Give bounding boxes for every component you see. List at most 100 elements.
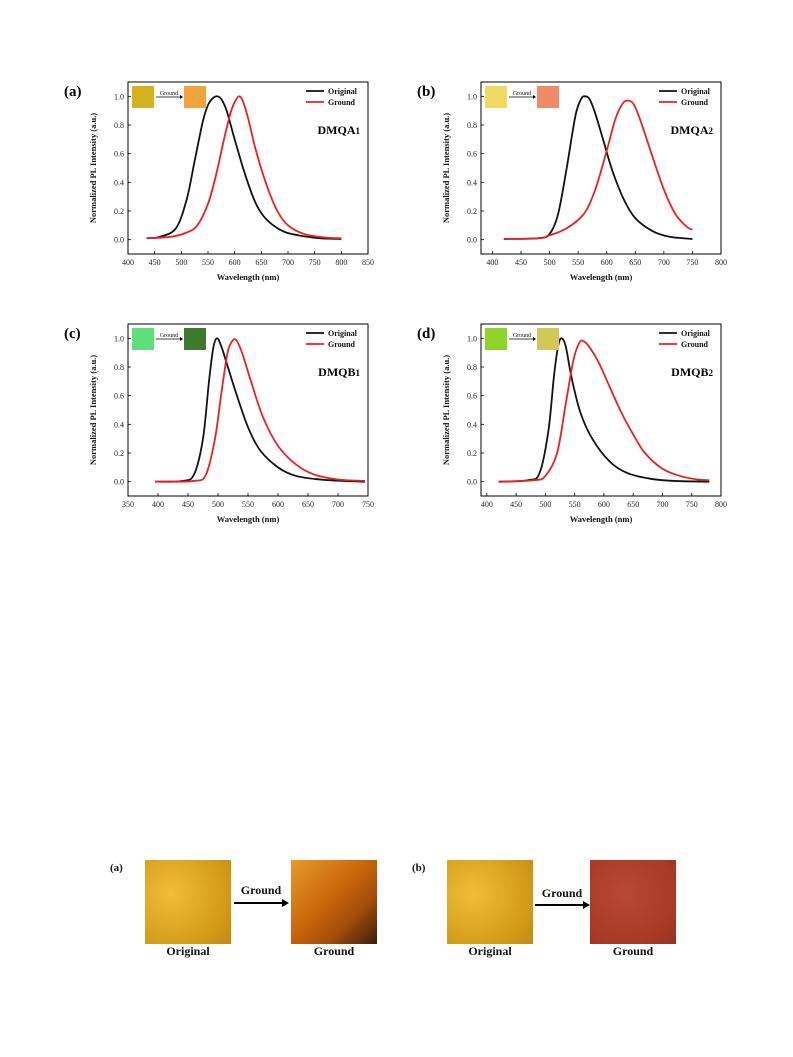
x-tick-label: 650	[255, 258, 267, 267]
panel-letter: (a)	[64, 84, 82, 100]
legend-label-original: Original	[681, 87, 711, 96]
inset-arrow-head	[533, 337, 536, 341]
x-axis-title: Wavelength (nm)	[570, 272, 633, 282]
series-line-ground	[154, 338, 366, 483]
y-tick-label: 0.6	[114, 392, 124, 401]
inset-original-swatch	[485, 328, 507, 350]
inset-label: Ground	[160, 91, 178, 97]
photo-caption-original-b: Original	[468, 944, 512, 958]
x-axis-title: Wavelength (nm)	[570, 514, 633, 524]
x-tick-label: 700	[658, 258, 670, 267]
y-tick-label: 0.6	[467, 392, 477, 401]
compound-sub: 1	[356, 126, 361, 136]
chart-panel-c: (c) 350 400 450 500 550 600 650 700 750 0.0 0.2 0.4 0…	[60, 312, 380, 542]
y-tick-label: 0.8	[114, 121, 124, 130]
y-tick-label: 0.2	[114, 449, 124, 458]
x-tick-label: 750	[686, 258, 698, 267]
y-axis-title: Normalized PL Intensity (a.u.)	[441, 355, 451, 465]
x-tick-label: 400	[481, 500, 493, 509]
chart-svg: (d) 400 450 500 550 600 650 700 750 800 0.0 0.2 0.4 0…	[417, 323, 727, 524]
x-tick-label: 600	[601, 258, 613, 267]
x-tick-label: 850	[362, 258, 374, 267]
series-line-ground	[503, 99, 693, 240]
legend-label-ground: Ground	[328, 340, 356, 349]
photo-caption-ground-b: Ground	[612, 944, 654, 958]
chart-svg: (b) 400 450 500 550 600 650 700 750 800 0.0 0.2 0.4 0…	[417, 81, 727, 282]
inset-arrow-head	[180, 337, 183, 341]
photo-caption-original-a: Original	[166, 944, 210, 958]
x-tick-label: 700	[656, 500, 668, 509]
photo-original-b	[447, 860, 533, 944]
x-tick-label: 400	[152, 500, 164, 509]
panel-letter: (c)	[64, 326, 81, 342]
series-line-original	[146, 95, 342, 240]
inset-label: Ground	[513, 333, 531, 339]
plot-frame	[480, 81, 722, 255]
x-tick-label: 550	[569, 500, 581, 509]
x-tick-label: 600	[598, 500, 610, 509]
series-line-original	[154, 337, 366, 483]
legend-label-original: Original	[328, 329, 358, 338]
series-line-ground	[146, 95, 342, 240]
series-line-original	[503, 95, 693, 240]
y-axis-title: Normalized PL Intensity (a.u.)	[441, 113, 451, 223]
compound-label: DMQA2	[671, 123, 714, 137]
x-tick-label: 600	[229, 258, 241, 267]
x-tick-label: 600	[272, 500, 284, 509]
x-tick-label: 500	[212, 500, 224, 509]
chart-panel-d: (d) 400 450 500 550 600 650 700 750 800 0.0 0.2 0.4 0…	[413, 312, 733, 542]
legend-label-ground: Ground	[681, 340, 709, 349]
y-tick-label: 0.0	[467, 478, 477, 487]
x-tick-label: 750	[309, 258, 321, 267]
x-tick-label: 650	[627, 500, 639, 509]
x-tick-label: 350	[122, 500, 134, 509]
x-tick-label: 450	[182, 500, 194, 509]
compound-label: DMQB2	[671, 365, 713, 379]
y-tick-label: 0.0	[114, 236, 124, 245]
x-tick-label: 750	[362, 500, 374, 509]
legend-label-ground: Ground	[328, 98, 356, 107]
y-tick-label: 0.4	[467, 178, 477, 187]
compound-sub: 2	[709, 126, 714, 136]
arrow-b	[535, 901, 590, 909]
inset-arrow-head	[533, 95, 536, 99]
x-tick-label: 500	[539, 500, 551, 509]
y-tick-label: 0.6	[114, 150, 124, 159]
arrow-a	[234, 899, 289, 907]
y-tick-label: 1.0	[467, 334, 477, 343]
x-tick-label: 800	[335, 258, 347, 267]
y-axis-title: Normalized PL Intensity (a.u.)	[88, 355, 98, 465]
y-tick-label: 0.2	[467, 449, 477, 458]
x-tick-label: 550	[242, 500, 254, 509]
y-tick-label: 0.2	[114, 207, 124, 216]
inset-original-swatch	[132, 86, 154, 108]
compound-sub: 1	[356, 368, 361, 378]
x-axis-title: Wavelength (nm)	[217, 514, 280, 524]
inset-ground-swatch	[537, 86, 559, 108]
x-tick-label: 650	[302, 500, 314, 509]
x-tick-label: 500	[175, 258, 187, 267]
compound-sub: 2	[709, 368, 714, 378]
y-tick-label: 0.0	[467, 236, 477, 245]
inset-label: Ground	[160, 333, 178, 339]
y-tick-label: 1.0	[114, 334, 124, 343]
inset-ground-swatch	[537, 328, 559, 350]
y-tick-label: 0.4	[114, 420, 124, 429]
inset-arrow-head	[180, 95, 183, 99]
x-tick-label: 450	[510, 500, 522, 509]
chart-panel-b: (b) 400 450 500 550 600 650 700 750 800 0.0 0.2 0.4 0…	[413, 70, 733, 300]
photo-original-a	[145, 860, 231, 944]
arrow-label-a: Ground	[240, 883, 282, 897]
legend-label-original: Original	[328, 87, 358, 96]
photo-ground-a	[291, 860, 377, 944]
panel-letter: (d)	[417, 326, 435, 342]
inset-original-swatch	[132, 328, 154, 350]
x-tick-label: 550	[572, 258, 584, 267]
series-line-original	[498, 337, 710, 483]
plot-frame	[480, 323, 722, 497]
panel-letter: (b)	[417, 84, 435, 100]
x-tick-label: 450	[149, 258, 161, 267]
y-tick-label: 0.8	[467, 121, 477, 130]
inset-ground-swatch	[184, 328, 206, 350]
x-tick-label: 800	[715, 258, 727, 267]
